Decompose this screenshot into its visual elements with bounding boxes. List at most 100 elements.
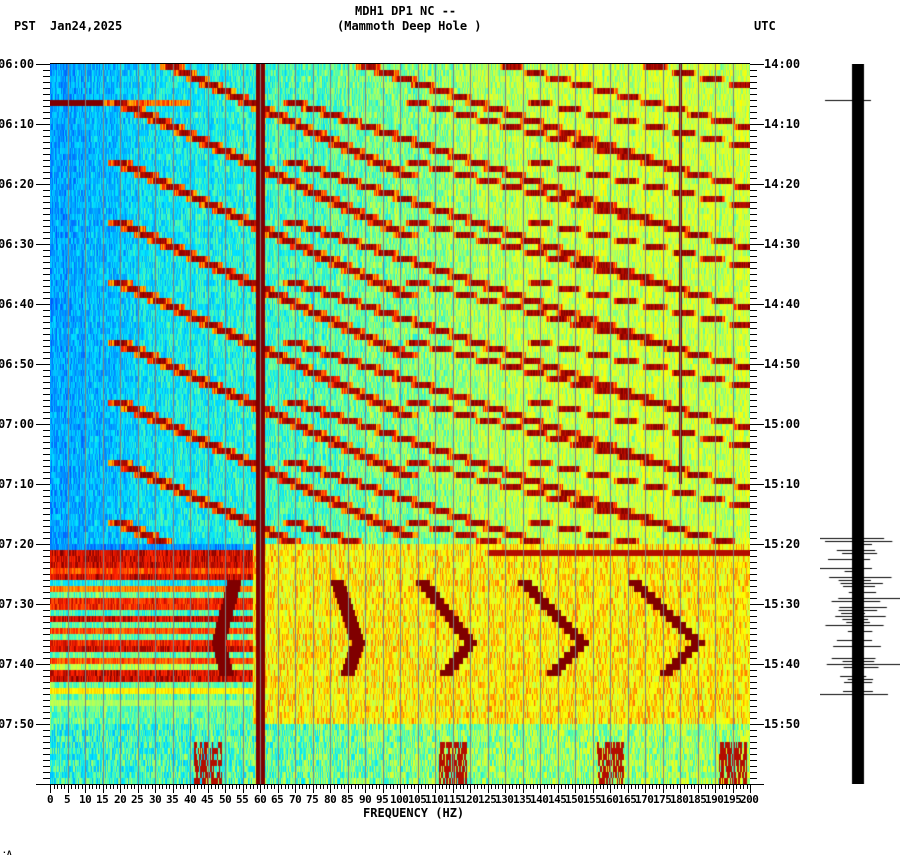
y-tick-right bbox=[750, 106, 757, 107]
y-tick-left bbox=[36, 244, 50, 245]
y-tick-right bbox=[750, 520, 757, 521]
x-tick bbox=[334, 784, 335, 789]
x-tick bbox=[169, 784, 170, 789]
x-label: 45 bbox=[201, 793, 214, 806]
x-tick bbox=[701, 784, 702, 789]
x-tick bbox=[131, 784, 132, 789]
x-tick bbox=[589, 784, 590, 789]
x-tick bbox=[348, 784, 349, 793]
y-tick-right bbox=[750, 556, 757, 557]
y-label-left: 07:10 bbox=[0, 477, 35, 491]
plot-top-border bbox=[50, 63, 750, 64]
x-label: 70 bbox=[289, 793, 302, 806]
x-tick bbox=[691, 784, 692, 789]
x-tick bbox=[145, 784, 146, 789]
y-tick-left bbox=[43, 742, 50, 743]
y-tick-right bbox=[750, 346, 757, 347]
x-label: 25 bbox=[131, 793, 144, 806]
y-tick-right bbox=[750, 274, 757, 275]
x-tick bbox=[484, 784, 485, 789]
y-tick-right bbox=[750, 424, 764, 425]
x-tick bbox=[75, 784, 76, 789]
x-tick bbox=[383, 784, 384, 793]
y-tick-right bbox=[750, 598, 757, 599]
y-tick-left bbox=[36, 664, 50, 665]
y-label-right: 14:10 bbox=[764, 117, 801, 131]
y-tick-right bbox=[750, 412, 757, 413]
x-tick bbox=[236, 784, 237, 789]
y-tick-left bbox=[43, 112, 50, 113]
y-label-left: 07:50 bbox=[0, 717, 35, 731]
y-label-left: 06:20 bbox=[0, 177, 35, 191]
y-tick-right bbox=[750, 142, 757, 143]
y-tick-right bbox=[750, 358, 757, 359]
y-tick-right bbox=[750, 172, 757, 173]
y-tick-left bbox=[43, 82, 50, 83]
x-tick bbox=[197, 784, 198, 789]
y-tick-left bbox=[43, 166, 50, 167]
y-tick-left bbox=[43, 394, 50, 395]
y-tick-left bbox=[43, 214, 50, 215]
x-label: 10 bbox=[79, 793, 92, 806]
y-tick-right bbox=[750, 220, 757, 221]
x-label: 175 bbox=[653, 793, 672, 806]
y-tick-right bbox=[750, 184, 764, 185]
x-label: 155 bbox=[583, 793, 602, 806]
x-tick bbox=[274, 784, 275, 789]
y-tick-left bbox=[43, 118, 50, 119]
y-tick-left bbox=[43, 706, 50, 707]
x-tick bbox=[379, 784, 380, 789]
x-tick bbox=[442, 784, 443, 789]
y-tick-right bbox=[750, 262, 757, 263]
x-tick bbox=[61, 784, 62, 789]
y-tick-right bbox=[750, 430, 757, 431]
x-tick bbox=[295, 784, 296, 793]
y-label-right: 14:20 bbox=[764, 177, 801, 191]
x-tick bbox=[561, 784, 562, 789]
x-tick bbox=[113, 784, 114, 789]
x-tick bbox=[743, 784, 744, 789]
x-tick bbox=[341, 784, 342, 789]
y-label-left: 06:40 bbox=[0, 297, 35, 311]
y-tick-left bbox=[43, 466, 50, 467]
x-tick bbox=[355, 784, 356, 789]
y-tick-right bbox=[750, 310, 757, 311]
x-tick bbox=[50, 784, 51, 793]
y-tick-right bbox=[750, 562, 757, 563]
x-tick bbox=[568, 784, 569, 789]
x-tick bbox=[488, 784, 489, 793]
y-tick-right bbox=[750, 784, 764, 785]
y-tick-right bbox=[750, 694, 757, 695]
y-tick-right bbox=[750, 334, 757, 335]
x-tick bbox=[558, 784, 559, 793]
y-tick-right bbox=[750, 490, 757, 491]
x-tick bbox=[463, 784, 464, 789]
x-tick bbox=[666, 784, 667, 789]
y-label-left: 06:50 bbox=[0, 357, 35, 371]
x-tick bbox=[173, 784, 174, 793]
x-label: 90 bbox=[359, 793, 372, 806]
y-tick-left bbox=[36, 364, 50, 365]
x-tick bbox=[621, 784, 622, 789]
x-tick bbox=[323, 784, 324, 789]
y-tick-left bbox=[43, 562, 50, 563]
y-tick-left bbox=[43, 754, 50, 755]
y-tick-right bbox=[750, 706, 757, 707]
y-tick-right bbox=[750, 394, 757, 395]
y-tick-right bbox=[750, 322, 757, 323]
y-tick-left bbox=[43, 406, 50, 407]
y-tick-right bbox=[750, 304, 764, 305]
x-tick bbox=[586, 784, 587, 789]
y-tick-right bbox=[750, 610, 757, 611]
y-tick-left bbox=[43, 208, 50, 209]
y-tick-right bbox=[750, 664, 764, 665]
y-tick-right bbox=[750, 244, 764, 245]
x-label: 190 bbox=[705, 793, 724, 806]
x-tick bbox=[365, 784, 366, 793]
x-tick bbox=[176, 784, 177, 789]
y-tick-right bbox=[750, 700, 757, 701]
y-tick-right bbox=[750, 778, 757, 779]
y-tick-right bbox=[750, 544, 764, 545]
x-tick bbox=[257, 784, 258, 789]
y-tick-left bbox=[43, 88, 50, 89]
